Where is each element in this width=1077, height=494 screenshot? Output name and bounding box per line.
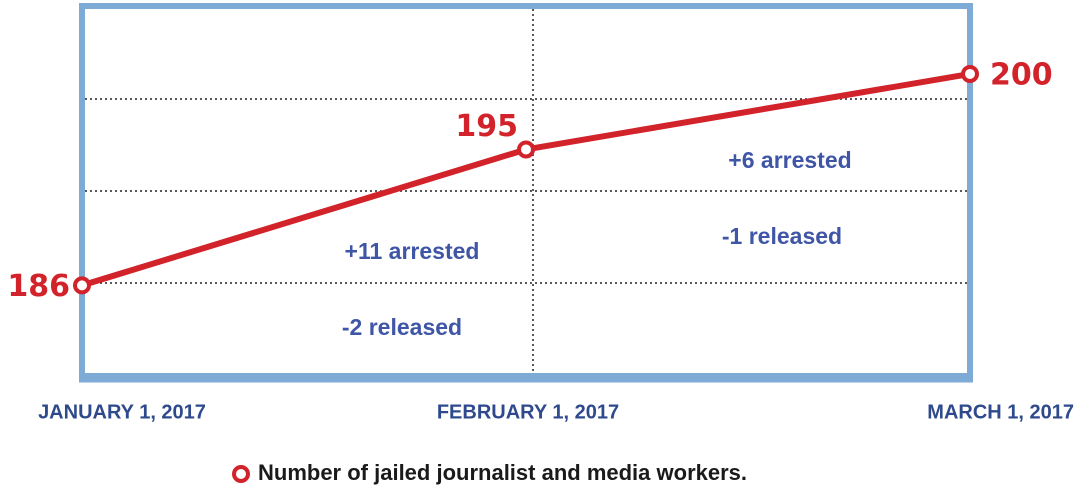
data-label: 186 <box>7 269 70 304</box>
annotation: +6 arrested <box>728 147 851 173</box>
point-marker <box>961 64 979 83</box>
point-marker <box>517 140 535 159</box>
x-tick-label: FEBRUARY 1, 2017 <box>437 401 619 423</box>
annotation: +11 arrested <box>345 238 480 264</box>
legend-label: Number of jailed journalist and media wo… <box>258 460 747 485</box>
legend-marker <box>232 465 250 483</box>
series-line <box>81 71 971 289</box>
x-tick-label: JANUARY 1, 2017 <box>38 401 206 423</box>
annotation: -2 released <box>342 314 462 340</box>
x-tick-label: MARCH 1, 2017 <box>927 401 1074 423</box>
point-marker <box>73 276 91 295</box>
data-label: 200 <box>990 57 1053 92</box>
data-label: 195 <box>455 109 518 144</box>
annotation: -1 released <box>722 223 842 249</box>
